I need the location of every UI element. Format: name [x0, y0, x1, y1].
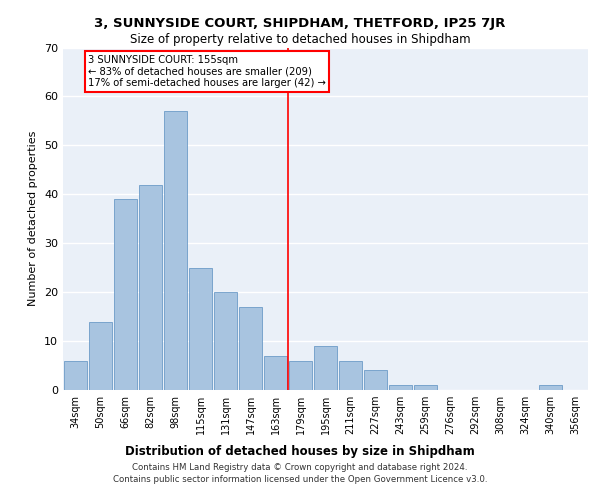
Bar [364, 370, 388, 390]
Bar [289, 360, 313, 390]
Bar [64, 360, 88, 390]
Bar [239, 307, 262, 390]
Bar [214, 292, 238, 390]
Bar [314, 346, 337, 390]
Bar [89, 322, 112, 390]
Bar [338, 360, 362, 390]
Y-axis label: Number of detached properties: Number of detached properties [28, 131, 38, 306]
Bar [389, 385, 412, 390]
Bar [139, 184, 163, 390]
Text: Contains public sector information licensed under the Open Government Licence v3: Contains public sector information licen… [113, 475, 487, 484]
Text: 3 SUNNYSIDE COURT: 155sqm
← 83% of detached houses are smaller (209)
17% of semi: 3 SUNNYSIDE COURT: 155sqm ← 83% of detac… [88, 55, 326, 88]
Bar [164, 111, 187, 390]
Text: 3, SUNNYSIDE COURT, SHIPDHAM, THETFORD, IP25 7JR: 3, SUNNYSIDE COURT, SHIPDHAM, THETFORD, … [94, 18, 506, 30]
Bar [539, 385, 562, 390]
Text: Size of property relative to detached houses in Shipdham: Size of property relative to detached ho… [130, 32, 470, 46]
Bar [413, 385, 437, 390]
Text: Distribution of detached houses by size in Shipdham: Distribution of detached houses by size … [125, 444, 475, 458]
Text: Contains HM Land Registry data © Crown copyright and database right 2024.: Contains HM Land Registry data © Crown c… [132, 464, 468, 472]
Bar [263, 356, 287, 390]
Bar [113, 199, 137, 390]
Bar [188, 268, 212, 390]
